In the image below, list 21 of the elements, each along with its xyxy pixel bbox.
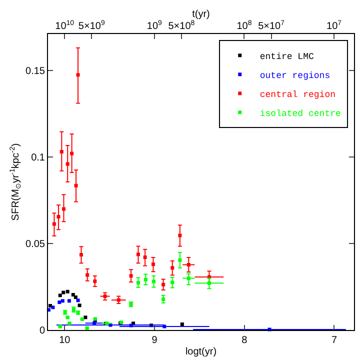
x2-tick-label: 10$^{7}$: [326, 20, 342, 32]
x2-tick-label: 10$^{8}$: [236, 20, 252, 32]
x2-tick-label: 10$^{9}$: [146, 20, 162, 32]
legend-label: isolated centre: [260, 108, 341, 119]
x-tick-label: 9: [152, 335, 158, 346]
x2-tick-label: 10$^{10}$: [55, 20, 74, 32]
x2-axis-title: t(yr): [192, 8, 210, 20]
y-tick-label: 0: [39, 326, 46, 336]
y-tick-label: 0.05: [26, 238, 46, 250]
x2-tick-label: 5×10$^{8}$: [168, 20, 195, 32]
legend-label: central region: [260, 90, 336, 100]
x-tick-label: 8: [242, 335, 248, 346]
x2-tick-label: 5×10$^{9}$: [78, 20, 105, 32]
y-tick-label: 0.1: [31, 152, 46, 164]
y-tick-label: 0.15: [26, 66, 46, 77]
legend-label: outer regions: [260, 70, 330, 81]
x-tick-label: 10: [59, 335, 71, 346]
x-tick-label: 7: [331, 335, 338, 346]
legend-label: entire LMC: [260, 52, 314, 62]
x-axis-title: logt(yr): [185, 346, 217, 358]
x2-tick-label: 5×10$^{7}$: [258, 20, 285, 32]
